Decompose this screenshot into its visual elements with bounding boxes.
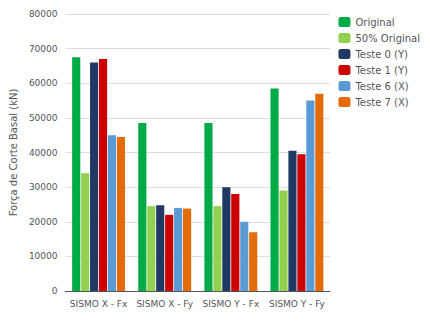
svg-text:70000: 70000 xyxy=(29,44,58,54)
svg-text:Teste 6 (X): Teste 6 (X) xyxy=(354,81,408,92)
svg-text:Teste 1 (Y): Teste 1 (Y) xyxy=(354,65,408,76)
svg-text:SISMO Y - Fy: SISMO Y - Fy xyxy=(269,299,326,309)
svg-text:20000: 20000 xyxy=(29,217,58,227)
svg-text:Força de Corte Basal (kN): Força de Corte Basal (kN) xyxy=(8,89,19,217)
svg-text:60000: 60000 xyxy=(29,78,58,88)
svg-text:0: 0 xyxy=(52,286,58,296)
svg-text:50000: 50000 xyxy=(29,113,58,123)
svg-text:Original: Original xyxy=(355,17,394,28)
svg-text:30000: 30000 xyxy=(29,182,58,192)
svg-text:40000: 40000 xyxy=(29,148,58,158)
svg-text:SISMO X - Fy: SISMO X - Fy xyxy=(136,299,193,309)
svg-text:Teste 7 (X): Teste 7 (X) xyxy=(354,97,408,108)
svg-text:80000: 80000 xyxy=(29,9,58,19)
svg-text:SISMO Y - Fx: SISMO Y - Fx xyxy=(202,299,259,309)
svg-text:50% Original: 50% Original xyxy=(355,33,420,44)
svg-text:Teste 0 (Y): Teste 0 (Y) xyxy=(354,49,408,60)
svg-text:10000: 10000 xyxy=(29,251,58,261)
svg-text:SISMO X - Fx: SISMO X - Fx xyxy=(70,299,128,309)
